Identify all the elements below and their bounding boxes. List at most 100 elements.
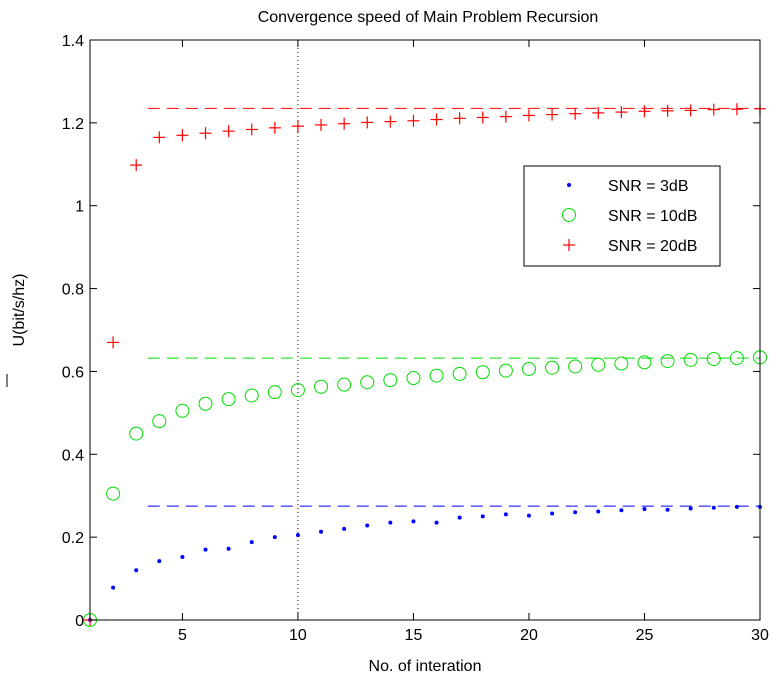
y-tick-label-5: 0.8 xyxy=(62,282,84,299)
series-2-point-15 xyxy=(406,371,421,386)
series-3-point-18 xyxy=(476,111,489,124)
series-2-point-9 xyxy=(267,385,282,400)
series-2-point-16 xyxy=(429,368,444,383)
series-1-point-27 xyxy=(688,506,693,511)
ticks-layer: 5 10 15 20 25 30 0 0.2 0.4 0.6 0.8 1 1.2 1.4 xyxy=(62,33,769,644)
series-2-point-12 xyxy=(337,377,352,392)
series-3-point-15 xyxy=(407,114,420,127)
series-1-point-10 xyxy=(295,533,300,538)
series-2-point-18 xyxy=(475,365,490,380)
plot-layer xyxy=(83,40,767,627)
series-3-point-6 xyxy=(199,127,212,140)
series-2-point-24 xyxy=(614,356,629,371)
series-3-point-21 xyxy=(546,108,559,121)
series-1-point-25 xyxy=(642,506,647,511)
series-3-point-10 xyxy=(291,120,304,133)
legend-label-3: SNR = 20dB xyxy=(608,238,697,255)
legend-item-1: SNR = 3dB xyxy=(567,178,688,195)
legend-item-3: SNR = 20dB xyxy=(563,238,697,255)
x-tick-label-4: 20 xyxy=(520,627,538,644)
series-1-point-23 xyxy=(596,509,601,514)
series-1-point-18 xyxy=(480,514,485,519)
y-tick-label-6: 1 xyxy=(75,199,84,216)
plot-frame xyxy=(89,39,761,621)
x-axis-title: No. of interation xyxy=(369,658,482,675)
series-1-point-12 xyxy=(342,526,347,531)
legend: SNR = 3dB SNR = 10dB SNR = 20dB xyxy=(523,165,721,267)
x-tick-label-2: 10 xyxy=(289,627,307,644)
series-1 xyxy=(88,504,762,622)
legend-label-2: SNR = 10dB xyxy=(608,208,697,225)
series-3-point-9 xyxy=(268,121,281,134)
series-3-point-19 xyxy=(499,110,512,123)
series-1-point-26 xyxy=(665,507,670,512)
series-3-point-20 xyxy=(522,109,535,122)
series-2-point-26 xyxy=(660,354,675,369)
series-1-point-8 xyxy=(249,540,254,545)
series-1-point-15 xyxy=(411,519,416,524)
series-2-point-29 xyxy=(729,351,744,366)
series-1-point-24 xyxy=(619,508,624,513)
x-tick-label-1: 5 xyxy=(178,627,187,644)
series-1-point-7 xyxy=(226,546,231,551)
y-axis-title-group: U(bit/s/hz) xyxy=(6,274,28,387)
series-1-point-5 xyxy=(180,555,185,560)
series-3-point-25 xyxy=(638,105,651,118)
series-1-point-17 xyxy=(457,515,462,520)
series-2-point-13 xyxy=(360,375,375,390)
series-2-point-28 xyxy=(706,352,721,366)
series-1-point-13 xyxy=(365,523,370,528)
series-2-point-10 xyxy=(290,383,305,398)
series-2-point-27 xyxy=(683,352,698,367)
series-1-point-3 xyxy=(134,568,139,573)
series-1-point-22 xyxy=(573,510,578,515)
series-3-point-29 xyxy=(730,103,743,116)
y-axis-title: U(bit/s/hz) xyxy=(11,274,28,347)
series-3-point-14 xyxy=(384,115,397,128)
series-3-point-8 xyxy=(245,123,258,136)
y-tick-label-3: 0.4 xyxy=(62,447,84,464)
x-tick-label-3: 15 xyxy=(405,627,423,644)
y-tick-label-4: 0.6 xyxy=(62,364,84,381)
series-3-point-27 xyxy=(684,104,697,117)
series-1-point-6 xyxy=(203,547,208,552)
series-2-point-2 xyxy=(106,486,121,501)
series-1-point-4 xyxy=(157,559,162,564)
series-2-point-4 xyxy=(152,414,167,429)
series-2-point-21 xyxy=(545,360,560,375)
series-2-point-17 xyxy=(452,366,467,381)
series-3-point-17 xyxy=(453,112,466,125)
y-tick-label-2: 0.2 xyxy=(62,530,84,547)
series-3-point-7 xyxy=(222,125,235,138)
chart-title: Convergence speed of Main Problem Recurs… xyxy=(258,9,599,26)
series-2-point-23 xyxy=(591,357,606,372)
series-3-point-28 xyxy=(707,103,720,116)
series-2-point-3 xyxy=(129,426,144,441)
legend-box xyxy=(523,165,721,267)
series-3-point-12 xyxy=(338,117,351,130)
series-2-point-14 xyxy=(383,373,398,388)
legend-label-1: SNR = 3dB xyxy=(608,178,688,195)
series-1-point-9 xyxy=(272,535,277,540)
legend-marker-1 xyxy=(567,183,571,187)
legend-marker-2 xyxy=(562,208,576,222)
series-2-point-6 xyxy=(198,396,213,411)
series-2-point-11 xyxy=(314,379,329,394)
series-3-point-5 xyxy=(176,129,189,142)
series-1-point-29 xyxy=(734,504,739,509)
series-1-point-16 xyxy=(434,520,439,525)
series-2-point-5 xyxy=(175,403,190,418)
legend-item-2: SNR = 10dB xyxy=(562,208,697,225)
x-tick-label-5: 25 xyxy=(636,627,654,644)
series-2-point-22 xyxy=(568,359,583,374)
series-3-point-4 xyxy=(153,131,166,144)
y-tick-label-1: 0 xyxy=(75,613,84,630)
series-3-point-3 xyxy=(130,159,143,172)
series-1-point-2 xyxy=(111,585,116,590)
series-2-point-20 xyxy=(521,361,536,376)
series-3-point-24 xyxy=(615,106,628,119)
series-1-point-11 xyxy=(319,529,324,534)
series-3-point-26 xyxy=(661,104,674,117)
series-1-point-19 xyxy=(503,512,508,517)
